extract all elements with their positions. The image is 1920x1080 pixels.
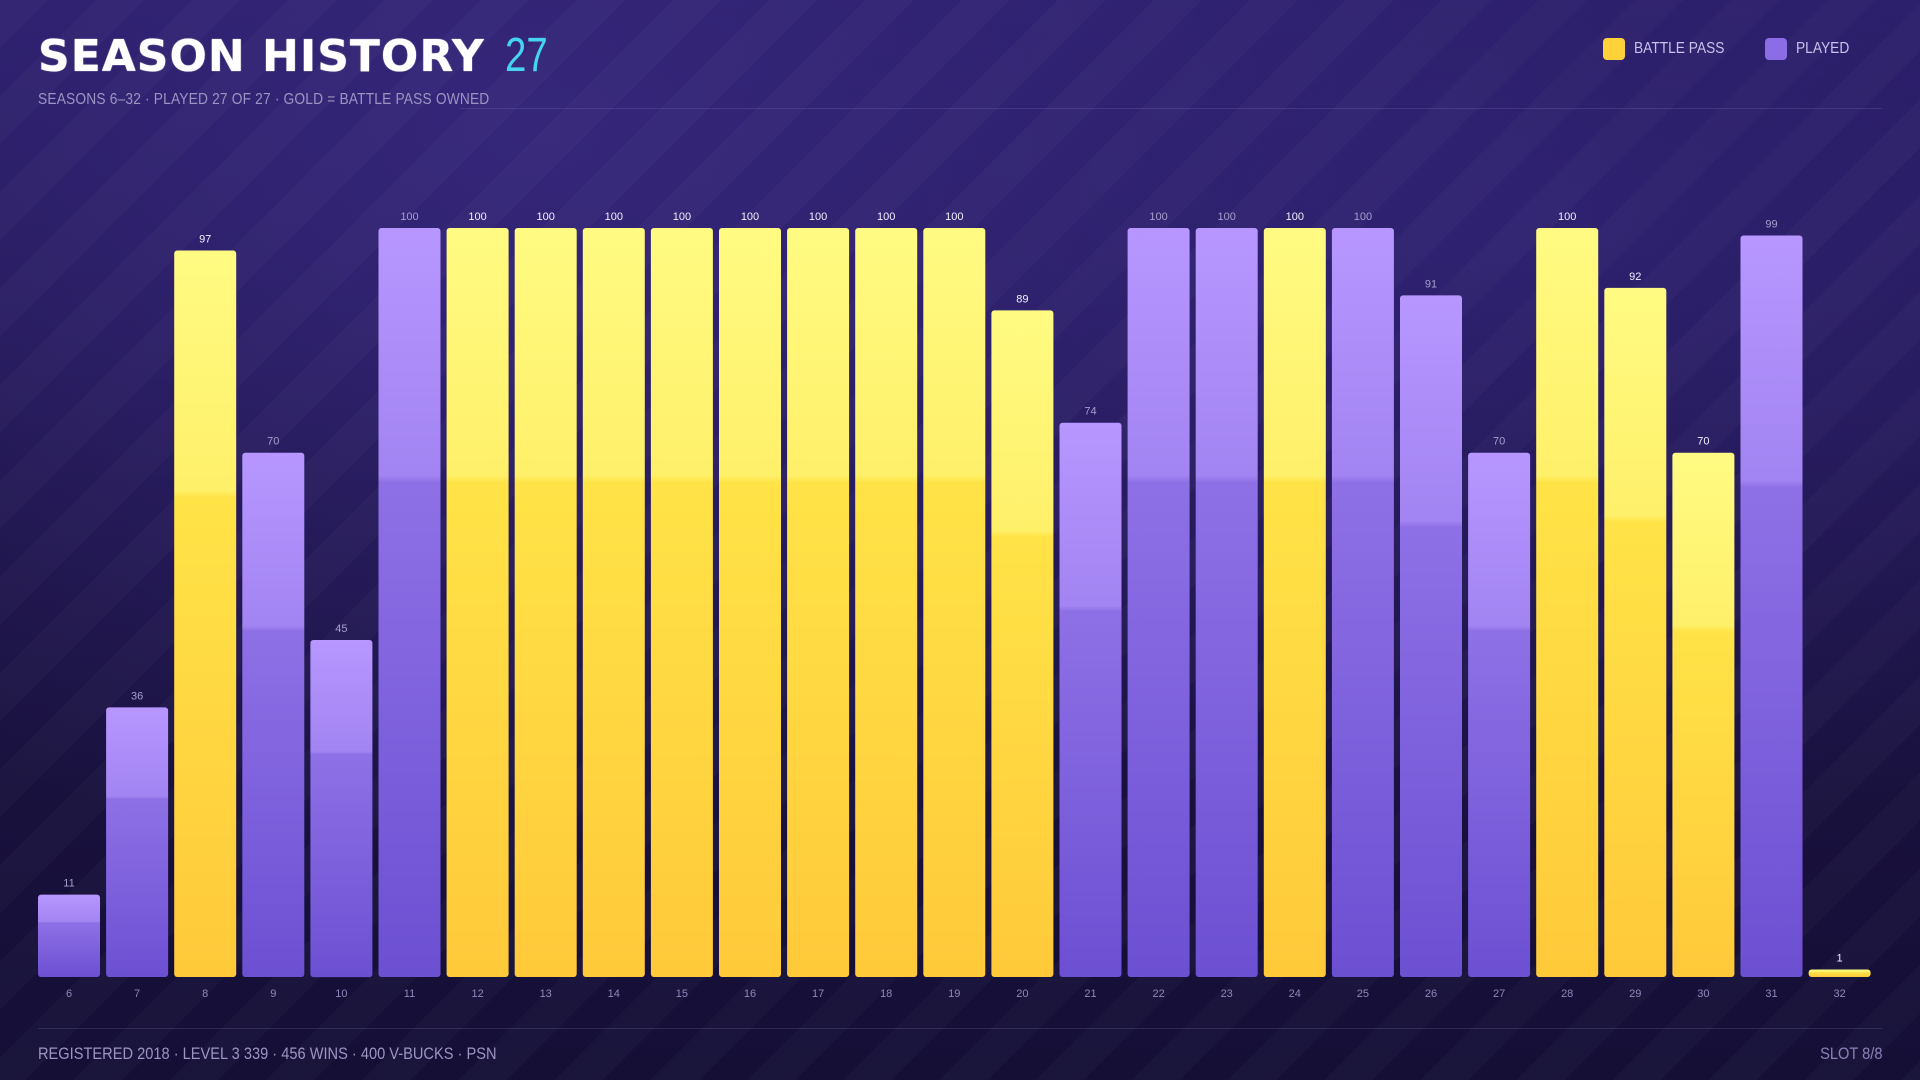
legend-item-battle-pass: BATTLE PASS xyxy=(1602,38,1739,60)
bar-season-6 xyxy=(38,894,100,977)
bar-season-10 xyxy=(310,640,373,978)
page-title: SEASON HISTORY xyxy=(38,31,485,82)
value-label-season-20: 89 xyxy=(1016,293,1028,305)
value-label-season-11: 100 xyxy=(400,211,418,223)
value-label-season-24: 100 xyxy=(1286,211,1304,223)
tick-label-season-29: 29 xyxy=(1629,988,1641,1000)
value-label-season-12: 100 xyxy=(468,211,486,223)
value-label-season-16: 100 xyxy=(741,211,759,223)
tick-label-season-20: 20 xyxy=(1016,988,1028,1000)
legend-label-played: PLAYED xyxy=(1796,40,1850,57)
bar-season-26 xyxy=(1400,295,1462,977)
bar-season-21 xyxy=(1059,422,1122,977)
value-label-season-9: 70 xyxy=(267,436,279,448)
tick-label-season-10: 10 xyxy=(335,988,347,1000)
value-label-season-8: 97 xyxy=(199,234,211,246)
tick-label-season-26: 26 xyxy=(1425,988,1437,1000)
bar-season-24 xyxy=(1263,228,1326,977)
header-divider xyxy=(460,108,1882,109)
tick-label-season-7: 7 xyxy=(134,988,140,1000)
tick-label-season-22: 22 xyxy=(1152,988,1164,1000)
bar-season-13 xyxy=(514,228,577,977)
header: SEASON HISTORY 27 xyxy=(38,28,558,83)
value-label-season-21: 74 xyxy=(1084,406,1096,418)
bar-season-18 xyxy=(855,228,918,977)
legend-label-battle-pass: BATTLE PASS xyxy=(1633,40,1725,57)
battle-pass-swatch xyxy=(1602,38,1625,60)
value-label-season-25: 100 xyxy=(1354,211,1372,223)
bar-season-31 xyxy=(1740,235,1803,977)
bar-season-19 xyxy=(923,228,986,977)
value-label-season-31: 99 xyxy=(1765,219,1777,231)
played-swatch xyxy=(1765,38,1788,60)
bar-season-20 xyxy=(991,310,1054,977)
bar-season-27 xyxy=(1468,452,1531,977)
tick-label-season-24: 24 xyxy=(1289,988,1301,1000)
bar-season-14 xyxy=(582,228,645,977)
value-label-season-15: 100 xyxy=(673,211,691,223)
legend: BATTLE PASS PLAYED xyxy=(1577,38,1858,60)
bar-season-12 xyxy=(446,228,509,977)
value-label-season-22: 100 xyxy=(1149,211,1167,223)
bar-season-29 xyxy=(1604,287,1667,977)
footer-stats: REGISTERED 2018 · LEVEL 3 339 · 456 WINS… xyxy=(38,1044,497,1063)
bar-season-16 xyxy=(719,228,781,977)
bar-season-28 xyxy=(1536,228,1599,977)
value-label-season-7: 36 xyxy=(131,690,143,702)
footer-divider xyxy=(38,1028,1882,1029)
tick-label-season-27: 27 xyxy=(1493,988,1505,1000)
tick-label-season-23: 23 xyxy=(1221,988,1233,1000)
value-label-season-32: 1 xyxy=(1837,953,1843,965)
bar-season-8 xyxy=(174,250,237,977)
tick-label-season-8: 8 xyxy=(202,988,208,1000)
value-label-season-30: 70 xyxy=(1697,436,1709,448)
bar-season-23 xyxy=(1195,228,1258,977)
value-label-season-6: 11 xyxy=(63,878,74,890)
bar-season-15 xyxy=(650,228,713,977)
slot-indicator: SLOT 8/8 xyxy=(1819,1044,1882,1063)
bar-season-32 xyxy=(1808,969,1871,977)
value-label-season-19: 100 xyxy=(945,211,963,223)
tick-label-season-12: 12 xyxy=(471,988,483,1000)
tick-label-season-30: 30 xyxy=(1697,988,1709,1000)
bar-season-25 xyxy=(1331,228,1394,977)
value-label-season-10: 45 xyxy=(335,623,347,635)
tick-label-season-25: 25 xyxy=(1357,988,1369,1000)
value-label-season-14: 100 xyxy=(605,211,623,223)
tick-label-season-9: 9 xyxy=(270,988,276,1000)
tick-label-season-17: 17 xyxy=(812,988,824,1000)
bar-season-7 xyxy=(106,707,169,977)
tick-label-season-32: 32 xyxy=(1833,988,1845,1000)
value-label-season-28: 100 xyxy=(1558,211,1576,223)
value-label-season-29: 92 xyxy=(1629,271,1641,283)
tick-label-season-6: 6 xyxy=(66,988,72,1000)
tick-label-season-28: 28 xyxy=(1561,988,1573,1000)
value-label-season-13: 100 xyxy=(537,211,555,223)
bar-season-17 xyxy=(787,228,850,977)
tick-label-season-16: 16 xyxy=(744,988,756,1000)
tick-label-season-11: 11 xyxy=(404,988,415,1000)
tick-label-season-19: 19 xyxy=(948,988,960,1000)
value-label-season-18: 100 xyxy=(877,211,895,223)
value-label-season-26: 91 xyxy=(1425,278,1437,290)
tick-label-season-18: 18 xyxy=(880,988,892,1000)
bar-season-22 xyxy=(1127,228,1190,977)
bar-season-9 xyxy=(242,452,305,977)
value-label-season-17: 100 xyxy=(809,211,827,223)
tick-label-season-15: 15 xyxy=(676,988,688,1000)
tick-label-season-31: 31 xyxy=(1765,988,1777,1000)
legend-item-played: PLAYED xyxy=(1765,38,1858,60)
season-count: 27 xyxy=(504,29,548,82)
value-label-season-23: 100 xyxy=(1218,211,1236,223)
subtitle: SEASONS 6–32 · PLAYED 27 OF 27 · GOLD = … xyxy=(38,91,490,108)
value-label-season-27: 70 xyxy=(1493,436,1505,448)
tick-label-season-21: 21 xyxy=(1084,988,1096,1000)
bar-season-30 xyxy=(1672,452,1735,977)
bar-season-11 xyxy=(378,228,441,977)
tick-label-season-14: 14 xyxy=(608,988,620,1000)
tick-label-season-13: 13 xyxy=(540,988,552,1000)
